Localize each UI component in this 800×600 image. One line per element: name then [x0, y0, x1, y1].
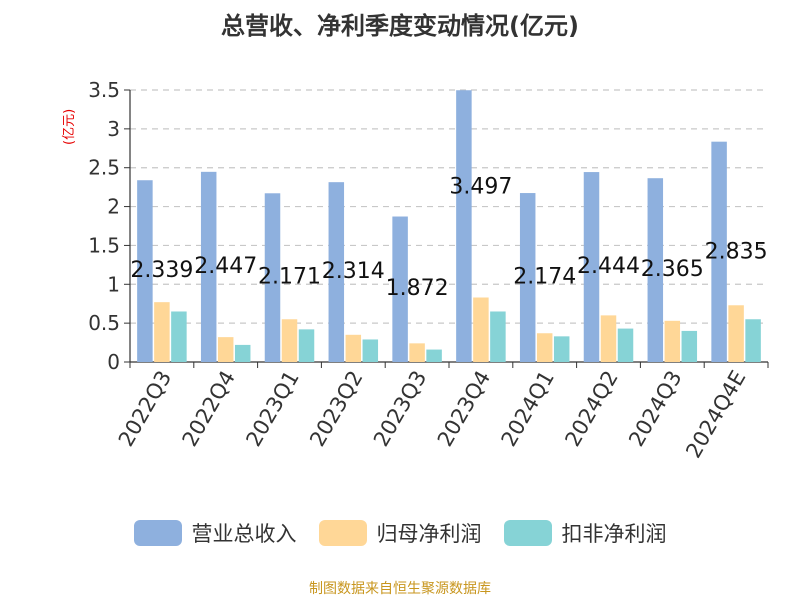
data-label: 2.365 — [641, 257, 704, 282]
bar-2 — [473, 297, 489, 362]
x-tick-label: 2023Q4 — [433, 367, 495, 451]
data-label: 2.314 — [322, 259, 385, 284]
bar-1 — [392, 216, 408, 362]
y-tick-label: 0.5 — [88, 311, 120, 335]
bar-1 — [200, 171, 217, 362]
bar-3 — [362, 339, 379, 362]
data-label: 3.497 — [449, 174, 512, 199]
bar-1 — [583, 172, 600, 362]
legend: 营业总收入 归母净利润 扣非净利润 — [0, 518, 800, 548]
bar-1 — [711, 141, 727, 362]
y-tick-label: 3.5 — [88, 78, 120, 102]
y-tick-label: 1.5 — [88, 233, 120, 257]
x-tick-label: 2022Q4 — [178, 367, 240, 451]
bar-1 — [456, 90, 472, 362]
data-label: 2.444 — [577, 254, 640, 279]
legend-swatch-deducted-net-profit — [503, 520, 552, 546]
bar-3 — [681, 330, 698, 362]
bar-1 — [137, 180, 153, 362]
bar-2 — [728, 305, 744, 362]
bar-1 — [264, 193, 281, 362]
x-tick-label: 2024Q3 — [624, 367, 686, 451]
bar-3 — [298, 329, 315, 362]
legend-item-revenue[interactable]: 营业总收入 — [133, 518, 297, 548]
data-source-note: 制图数据来自恒生聚源数据库 — [309, 581, 491, 597]
chart-title: 总营收、净利季度变动情况(亿元) — [221, 12, 579, 40]
bar-3 — [171, 311, 187, 362]
x-tick-label: 2024Q2 — [560, 367, 622, 451]
bar-3 — [617, 328, 634, 362]
legend-label-revenue: 营业总收入 — [191, 522, 297, 546]
data-label: 2.447 — [194, 254, 257, 279]
bar-2 — [154, 302, 170, 362]
data-label: 2.171 — [258, 265, 321, 290]
bar-2 — [536, 333, 553, 362]
x-tick-label: 2022Q3 — [114, 367, 176, 451]
legend-label-net-profit: 归母净利润 — [376, 522, 482, 546]
x-tick-label: 2024Q4E — [681, 367, 750, 463]
x-tick-label: 2023Q2 — [305, 367, 367, 451]
data-label: 2.174 — [513, 264, 576, 289]
bar-3 — [553, 336, 570, 362]
x-tick-label: 2023Q3 — [369, 367, 431, 451]
bar-1 — [647, 178, 664, 362]
data-label: 2.835 — [705, 239, 768, 264]
bar-3 — [490, 311, 506, 362]
bar-2 — [664, 320, 681, 362]
y-tick-label: 2 — [107, 195, 120, 219]
y-tick-label: 2.5 — [88, 156, 120, 180]
bar-2 — [600, 315, 617, 362]
bar-3 — [234, 344, 251, 362]
bar-1 — [328, 182, 345, 362]
bar-2 — [409, 343, 425, 362]
bar-1 — [519, 193, 536, 362]
x-tick-label: 2023Q1 — [241, 367, 303, 451]
data-label: 1.872 — [386, 276, 449, 301]
legend-swatch-net-profit — [318, 520, 367, 546]
bar-2 — [281, 319, 298, 362]
data-label: 2.339 — [130, 258, 193, 283]
y-tick-label: 0 — [107, 350, 120, 374]
bar-3 — [745, 319, 761, 362]
legend-item-deducted-net-profit[interactable]: 扣非净利润 — [503, 518, 667, 548]
legend-swatch-revenue — [133, 520, 182, 546]
bar-2 — [217, 337, 234, 362]
y-tick-label: 3 — [107, 117, 120, 141]
x-tick-label: 2024Q1 — [497, 367, 559, 451]
y-tick-label: 1 — [107, 272, 120, 296]
legend-item-net-profit[interactable]: 归母净利润 — [318, 518, 482, 548]
bar-2 — [345, 334, 362, 362]
bar-3 — [426, 349, 442, 362]
legend-label-deducted-net-profit: 扣非净利润 — [561, 522, 667, 546]
